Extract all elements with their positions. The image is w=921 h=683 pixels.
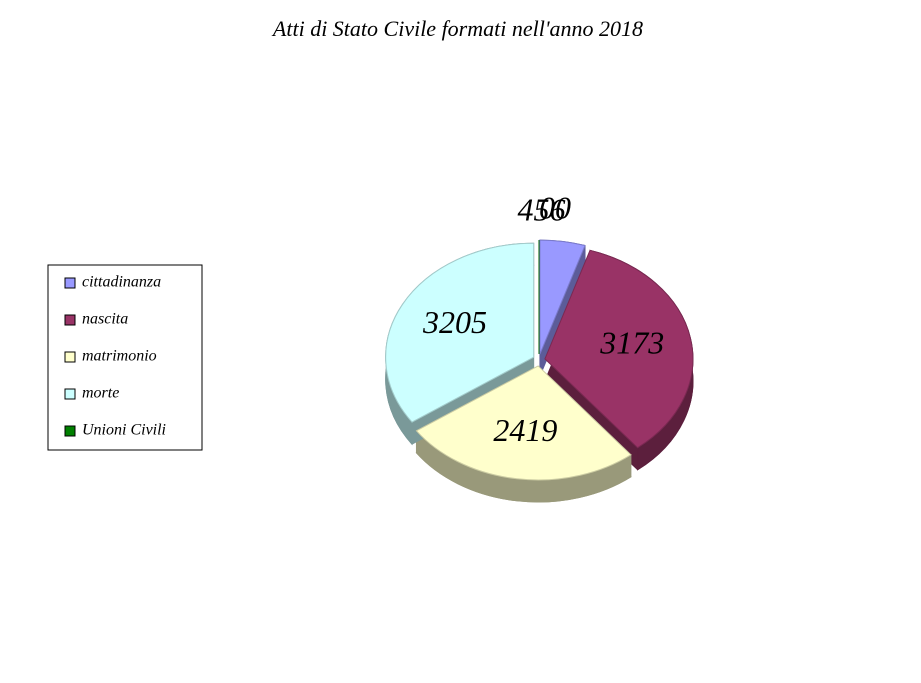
legend-label: morte: [82, 385, 119, 402]
data-label: 3173: [599, 325, 664, 361]
legend-label: nascita: [82, 311, 128, 328]
legend-swatch: [64, 314, 76, 326]
data-label: 2419: [493, 412, 557, 448]
legend-swatch: [64, 277, 76, 289]
legend-label: Unioni Civili: [82, 422, 166, 439]
data-label: 00: [539, 190, 571, 226]
legend-swatch: [64, 425, 76, 437]
chart-title: Atti di Stato Civile formati nell'anno 2…: [271, 16, 643, 41]
data-label: 456: [517, 191, 565, 227]
slice: [385, 242, 535, 423]
slice: [544, 249, 694, 449]
legend-swatch: [64, 351, 76, 363]
slice: [415, 365, 632, 481]
legend-label: cittadinanza: [82, 274, 161, 291]
slice: [539, 239, 586, 355]
legend-swatch: [64, 388, 76, 400]
data-label: 3205: [422, 304, 487, 340]
legend-label: matrimonio: [82, 348, 157, 365]
